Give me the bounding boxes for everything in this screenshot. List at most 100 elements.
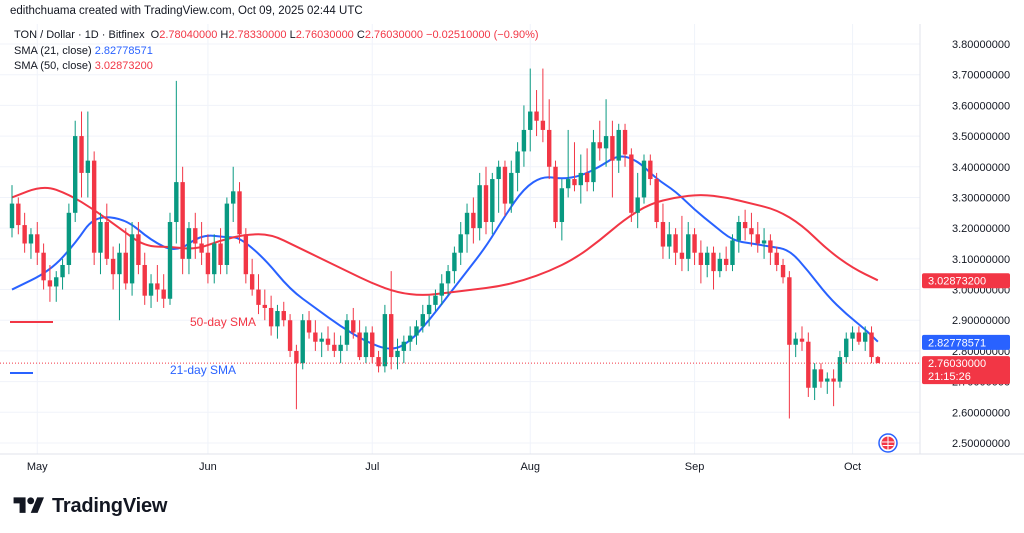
candle-body (174, 182, 179, 223)
candle-body (502, 166, 508, 204)
candle-body (654, 179, 659, 223)
candle-body (793, 338, 798, 345)
candle-body (155, 283, 160, 290)
candle-body (509, 172, 514, 204)
sma21-price-tag (922, 334, 1010, 350)
candle (616, 123, 621, 173)
symbol-label[interactable]: TON / Dollar · 1D · Bitfinex (14, 29, 145, 41)
candle-body (755, 234, 760, 244)
candle-body (730, 240, 735, 265)
sma50-value: 3.02873200 (94, 60, 153, 72)
candle-body (806, 341, 811, 388)
candle-body (761, 240, 767, 244)
candle (41, 243, 46, 290)
candle-body (142, 264, 147, 296)
candle-body (41, 252, 46, 281)
candle-body (281, 311, 286, 321)
candle (584, 148, 590, 192)
chart-grid (0, 24, 920, 454)
candle-body (768, 240, 773, 253)
tradingview-footer[interactable]: TradingView (12, 494, 167, 518)
candle-body (799, 338, 805, 342)
candle (723, 246, 729, 272)
candle (540, 68, 546, 143)
candle (635, 172, 640, 229)
candle-body (256, 289, 261, 305)
candle (313, 320, 318, 351)
candle-body (161, 289, 166, 299)
time-tick-label: Oct (844, 461, 861, 473)
candle-body (136, 234, 141, 265)
candle (502, 160, 508, 216)
price-tick-label: 2.90000000 (952, 315, 1010, 327)
candle (793, 332, 798, 358)
candle (262, 289, 267, 321)
candle (212, 234, 217, 284)
candle (205, 234, 211, 284)
candles (9, 68, 881, 419)
candle-body (787, 277, 792, 345)
time-tick-label: Jun (199, 461, 217, 473)
candle-body (54, 277, 59, 287)
candle-body (458, 234, 463, 253)
candle-body (79, 136, 84, 173)
candle (496, 160, 501, 213)
price-chart[interactable]: 3.80000000 3.70000000 3.60000000 3.50000000… (0, 0, 1024, 490)
candle (875, 356, 881, 364)
candle-body (306, 320, 312, 333)
candle-body (452, 252, 457, 272)
candle (471, 197, 476, 244)
candle-body (490, 179, 495, 223)
candle-body (464, 212, 470, 235)
candle (325, 326, 331, 351)
candle (818, 363, 824, 388)
sma50-price-tag-text: 3.02873200 (928, 276, 986, 288)
candle (344, 314, 350, 351)
candle (768, 234, 773, 265)
price-axis[interactable]: 3.80000000 3.70000000 3.60000000 3.50000000… (952, 39, 1010, 450)
candle (319, 332, 324, 358)
candle (389, 271, 394, 370)
candle-body (471, 212, 476, 229)
candle-body (117, 252, 122, 275)
candle-body (774, 252, 779, 265)
candle (85, 111, 91, 198)
countdown-text: 21:15:26 (928, 371, 971, 383)
candle-body (426, 304, 432, 315)
time-axis[interactable]: May Jun Jul Aug Sep Oct (27, 461, 861, 473)
candle-body (414, 326, 419, 336)
sma21-value: 2.82778571 (94, 44, 153, 57)
candle (572, 142, 577, 192)
candle (667, 222, 672, 259)
candle-body (85, 160, 91, 173)
price-tick-label: 2.60000000 (952, 407, 1010, 419)
candle-body (780, 264, 786, 278)
last-price-tag-text: 2.76030000 (928, 358, 986, 370)
candle-body (193, 228, 198, 244)
ohlc-change: −0.02510000 (−0.90%) (426, 29, 539, 41)
legend-sma21-row[interactable]: SMA (21, close) 2.82778571 (14, 44, 539, 60)
candle (528, 68, 533, 152)
candle-body (553, 166, 558, 223)
candle-body (243, 234, 249, 275)
globe-icon[interactable] (878, 433, 898, 453)
candle (698, 240, 704, 284)
candle-body (433, 295, 438, 305)
candle (483, 166, 489, 235)
candle (231, 166, 236, 223)
candle-body (98, 222, 103, 253)
candle-body (818, 369, 824, 382)
legend-sma50-row[interactable]: SMA (50, close) 3.02873200 (14, 59, 539, 75)
candle (123, 228, 128, 290)
candle (534, 90, 539, 137)
candle (774, 246, 779, 272)
candle-body (477, 185, 482, 229)
candle-body (401, 341, 407, 351)
ohlc-open: 2.78040000 (159, 29, 218, 41)
candle-body (224, 203, 230, 265)
candle (553, 160, 558, 229)
chart-legend: TON / Dollar · 1D · Bitfinex O2.78040000… (14, 28, 539, 75)
sma50-price-tag (922, 273, 1010, 289)
candle (705, 246, 710, 278)
candle (825, 372, 830, 394)
